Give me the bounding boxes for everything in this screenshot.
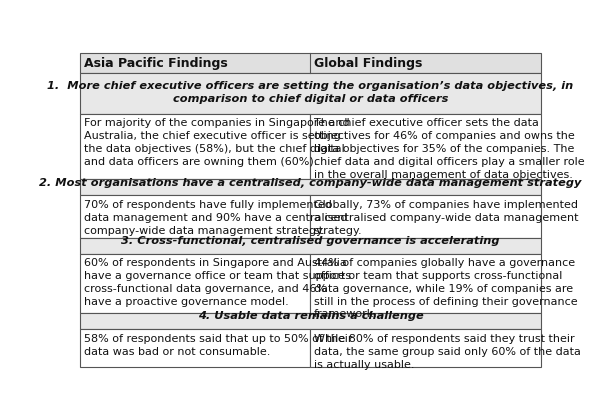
Text: 70% of respondents have fully implemented
data management and 90% have a central: 70% of respondents have fully implemente… xyxy=(84,200,348,235)
Text: 4. Usable data remains a challenge: 4. Usable data remains a challenge xyxy=(198,312,424,322)
Text: 2. Most organisations have a centralised, company-wide data management strategy: 2. Most organisations have a centralised… xyxy=(39,178,582,188)
Text: 44% of companies globally have a governance
office or team that supports cross-f: 44% of companies globally have a governa… xyxy=(313,258,577,319)
Bar xyxy=(310,196,541,238)
Bar xyxy=(81,196,310,238)
Bar xyxy=(81,114,310,179)
Text: Asia Pacific Findings: Asia Pacific Findings xyxy=(84,57,228,70)
Bar xyxy=(81,238,541,254)
Bar xyxy=(81,179,541,196)
Bar xyxy=(81,329,310,367)
Text: 58% of respondents said that up to 50% of their
data was bad or not consumable.: 58% of respondents said that up to 50% o… xyxy=(84,334,353,357)
Text: Globally, 73% of companies have implemented
a centralised company-wide data mana: Globally, 73% of companies have implemen… xyxy=(313,200,578,235)
Bar xyxy=(81,254,310,313)
Text: While 80% of respondents said they trust their
data, the same group said only 60: While 80% of respondents said they trust… xyxy=(313,334,581,369)
Bar xyxy=(310,329,541,367)
Text: Global Findings: Global Findings xyxy=(313,57,422,70)
Text: 60% of respondents in Singapore and Australia
have a governance office or team t: 60% of respondents in Singapore and Aust… xyxy=(84,258,351,307)
Bar xyxy=(81,73,541,114)
Bar xyxy=(81,53,541,73)
Text: For majority of the companies in Singapore and
Australia, the chief executive of: For majority of the companies in Singapo… xyxy=(84,119,350,167)
Bar xyxy=(310,254,541,313)
Text: 1.  More chief executive officers are setting the organisation’s data objectives: 1. More chief executive officers are set… xyxy=(47,81,574,104)
Bar xyxy=(310,114,541,179)
Bar xyxy=(81,313,541,329)
Text: The chief executive officer sets the data
objectives for 46% of companies and ow: The chief executive officer sets the dat… xyxy=(313,119,584,180)
Text: 3. Cross-functional, centralised governance is accelerating: 3. Cross-functional, centralised governa… xyxy=(121,236,500,246)
